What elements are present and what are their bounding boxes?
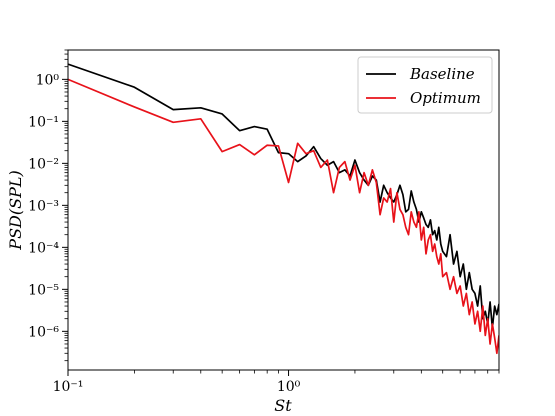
legend-label-baseline: Baseline bbox=[409, 65, 475, 83]
y-tick-label: 10⁻⁶ bbox=[28, 324, 59, 340]
legend: Baseline Optimum bbox=[357, 56, 493, 114]
legend-box bbox=[357, 56, 493, 114]
y-tick-label: 10⁻⁵ bbox=[28, 282, 59, 298]
series-layer bbox=[68, 63, 499, 355]
y-tick-label: 10⁻² bbox=[28, 156, 59, 172]
y-tick-label: 10⁰ bbox=[36, 72, 60, 88]
x-axis-label: St bbox=[274, 396, 292, 415]
y-tick-label: 10⁻⁴ bbox=[28, 240, 59, 256]
x-tick-label: 10⁰ bbox=[277, 379, 301, 395]
series-line-optimum bbox=[68, 78, 499, 355]
legend-label-optimum: Optimum bbox=[410, 89, 481, 107]
x-tick-label: 10⁻¹ bbox=[53, 379, 84, 395]
plot-frame bbox=[67, 49, 500, 371]
y-axis-label: PSD(SPL) bbox=[6, 170, 25, 250]
y-tick-label: 10⁻¹ bbox=[28, 114, 59, 130]
axes-layer: 10⁻¹ 10⁰ 10⁻⁶ 10⁻⁵ 10⁻⁴ 10⁻³ 10⁻² 10⁻¹ 10⁰ bbox=[28, 49, 500, 395]
y-tick-label: 10⁻³ bbox=[28, 198, 59, 214]
